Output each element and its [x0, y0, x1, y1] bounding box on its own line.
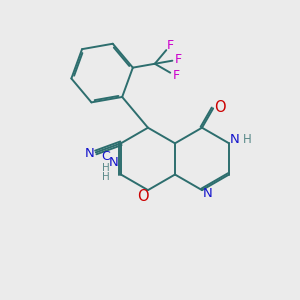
Text: O: O [137, 189, 148, 204]
Text: N: N [230, 133, 239, 146]
Text: F: F [167, 39, 174, 52]
Text: N: N [202, 187, 212, 200]
Text: N: N [109, 155, 118, 169]
Text: N: N [85, 147, 95, 161]
Text: H: H [102, 163, 110, 173]
Text: F: F [175, 53, 182, 66]
Text: O: O [214, 100, 226, 115]
Text: H: H [102, 172, 110, 182]
Text: F: F [172, 70, 179, 83]
Text: C: C [102, 150, 110, 163]
Text: H: H [243, 133, 252, 146]
